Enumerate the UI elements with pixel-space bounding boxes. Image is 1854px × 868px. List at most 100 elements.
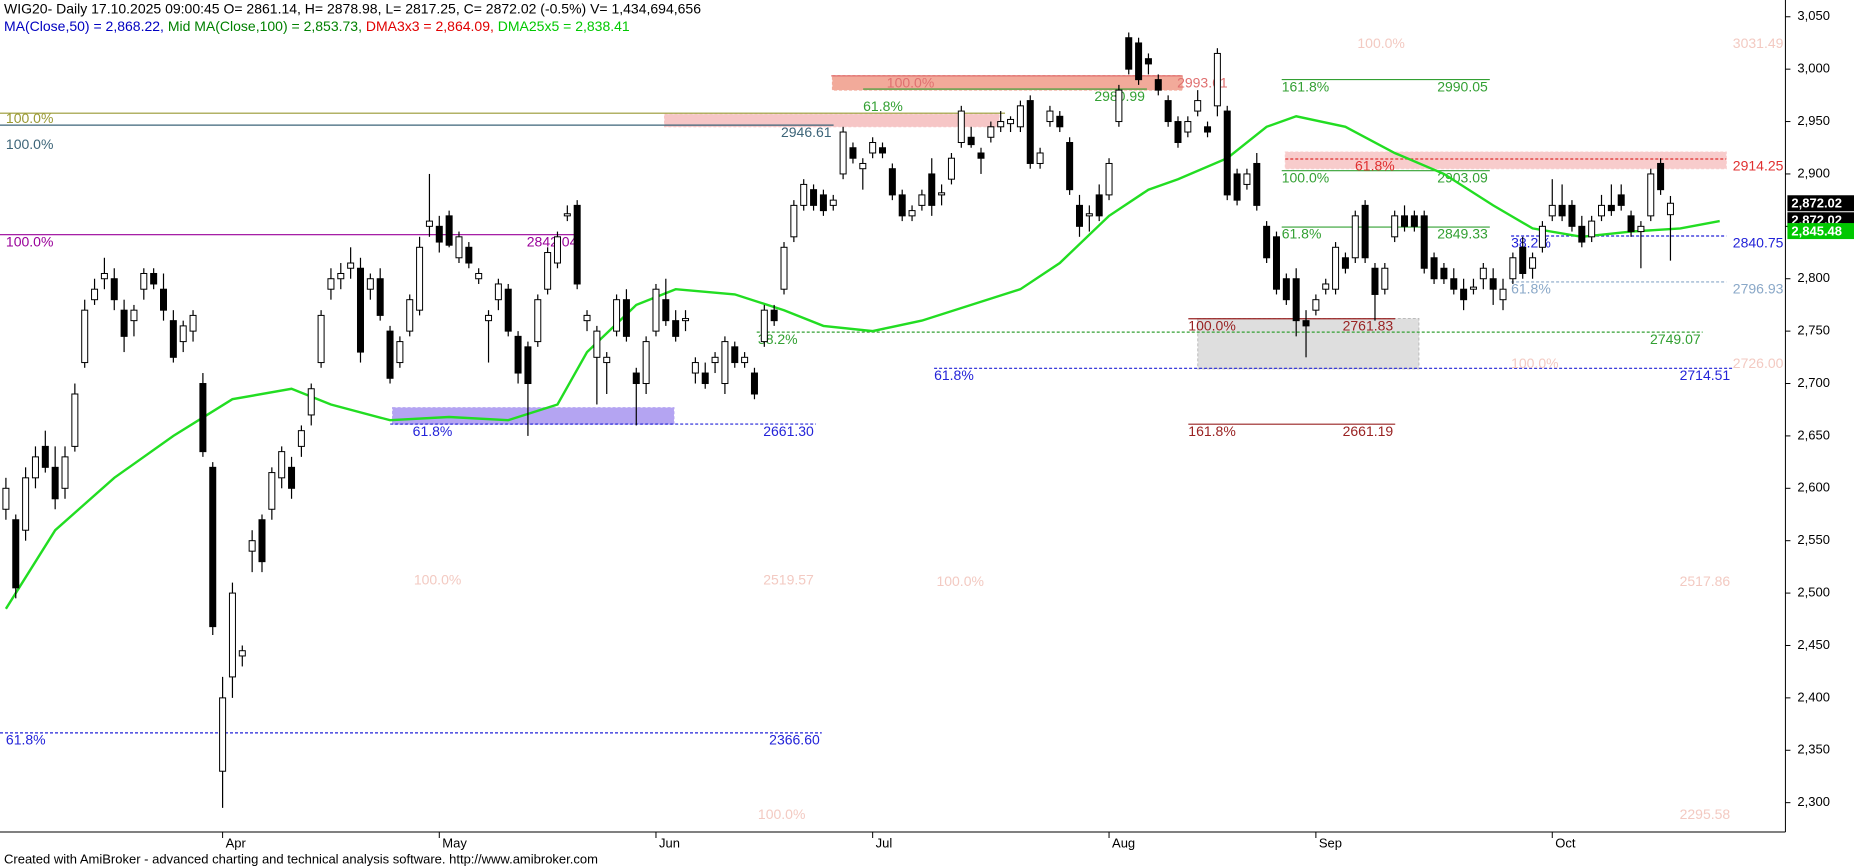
candle-body (120, 309, 128, 337)
candle-body (1223, 110, 1231, 196)
candle-body (1598, 204, 1606, 217)
y-tick-label: 2,700 (1797, 375, 1830, 390)
candle-body (1066, 142, 1074, 191)
candle-body (160, 288, 168, 311)
candle-body (1391, 215, 1399, 238)
candle-body (819, 194, 827, 212)
candle-body (514, 335, 522, 374)
level-value: 2366.60 (769, 732, 820, 748)
candle-body (307, 388, 315, 416)
candle-body (849, 147, 857, 159)
candle-body (888, 168, 896, 196)
candle-body (455, 236, 463, 259)
y-tick-label: 2,350 (1797, 742, 1830, 757)
candle-body (1125, 37, 1133, 70)
candle-body (691, 362, 699, 374)
candle-body (947, 157, 955, 180)
candle-body (1016, 105, 1024, 128)
x-tick-label: Oct (1555, 835, 1576, 850)
candle-body (1302, 320, 1310, 327)
y-tick-label: 2,550 (1797, 532, 1830, 547)
level-value: 2796.93 (1733, 281, 1784, 297)
price-tag-label: 2,845.48 (1791, 224, 1842, 239)
candle-body (1469, 286, 1477, 290)
level-pct: 100.0% (936, 573, 983, 589)
candle-body (839, 131, 847, 175)
candle-body (544, 252, 552, 290)
candle-body (1184, 121, 1192, 133)
candle-body (928, 173, 936, 206)
candle-body (1381, 267, 1389, 290)
y-tick-label: 2,800 (1797, 270, 1830, 285)
candle-body (800, 183, 808, 206)
candle-body (130, 309, 138, 322)
candle-body (317, 314, 325, 364)
candle-body (1095, 194, 1103, 217)
candle-body (652, 288, 660, 332)
candle-body (12, 519, 20, 589)
candle-body (1263, 225, 1271, 259)
indicator-legend: MA(Close,50) = 2,868.22, Mid MA(Close,10… (4, 18, 630, 34)
candle-body (465, 246, 473, 264)
candle-body (1617, 194, 1625, 206)
level-pct: 61.8% (934, 367, 974, 383)
level-value: 2849.33 (1437, 226, 1488, 242)
candle-body (583, 314, 591, 322)
level-pct: 100.0% (758, 806, 805, 822)
y-tick-label: 2,750 (1797, 323, 1830, 338)
candle-body (91, 288, 99, 301)
candle-body (682, 318, 690, 322)
candle-body (1026, 100, 1034, 164)
level-pct: 100.0% (6, 136, 53, 152)
candle-body (31, 456, 39, 479)
candle-body (1085, 213, 1093, 217)
level-pct: 38.2% (758, 331, 798, 347)
candle-body (445, 215, 453, 246)
level-pct: 100.0% (6, 110, 53, 126)
price-tag (1787, 195, 1854, 212)
candle-body (770, 309, 778, 322)
indicator: DMA3x3 = 2,864.09, (366, 18, 498, 34)
candle-body (780, 246, 788, 290)
candle-body (1401, 215, 1409, 227)
candle-body (1135, 42, 1143, 81)
level-pct: 100.0% (1282, 169, 1329, 185)
candle-body (288, 466, 296, 489)
candle-body (278, 451, 286, 479)
candle-body (110, 278, 118, 301)
level-value: 2990.05 (1437, 78, 1488, 94)
candle-body (1568, 204, 1576, 227)
candle-body (701, 372, 709, 385)
level-value: 2914.25 (1733, 158, 1784, 174)
level-value: 2661.30 (763, 423, 814, 439)
level-pct: 61.8% (1511, 281, 1551, 297)
x-tick-label: Jul (876, 835, 893, 850)
candle-body (494, 283, 502, 301)
candle-body (1174, 121, 1182, 144)
candle-body (711, 356, 719, 364)
candle-body (790, 204, 798, 238)
candle-body (238, 650, 246, 657)
level-value: 2661.19 (1343, 423, 1394, 439)
candle-body (1322, 283, 1330, 290)
candle-body (662, 299, 670, 322)
candle-body (1361, 204, 1369, 259)
indicator: DMA25x5 = 2,838.41 (498, 18, 630, 34)
zone (392, 407, 675, 425)
candle-body (1292, 278, 1300, 322)
candle-body (51, 466, 59, 500)
candle-body (71, 393, 79, 447)
candle-body (1529, 257, 1537, 269)
candle-body (1637, 225, 1645, 233)
candle-body (475, 272, 483, 280)
chart-title: WIG20- Daily 17.10.2025 09:00:45 O= 2861… (4, 1, 701, 17)
candle-body (977, 152, 985, 159)
x-tick-label: May (442, 835, 467, 850)
candle-body (1489, 278, 1497, 290)
candle-body (810, 189, 818, 206)
candle-body (1075, 204, 1083, 227)
candle-body (1007, 118, 1015, 125)
candle-body (1115, 89, 1123, 123)
